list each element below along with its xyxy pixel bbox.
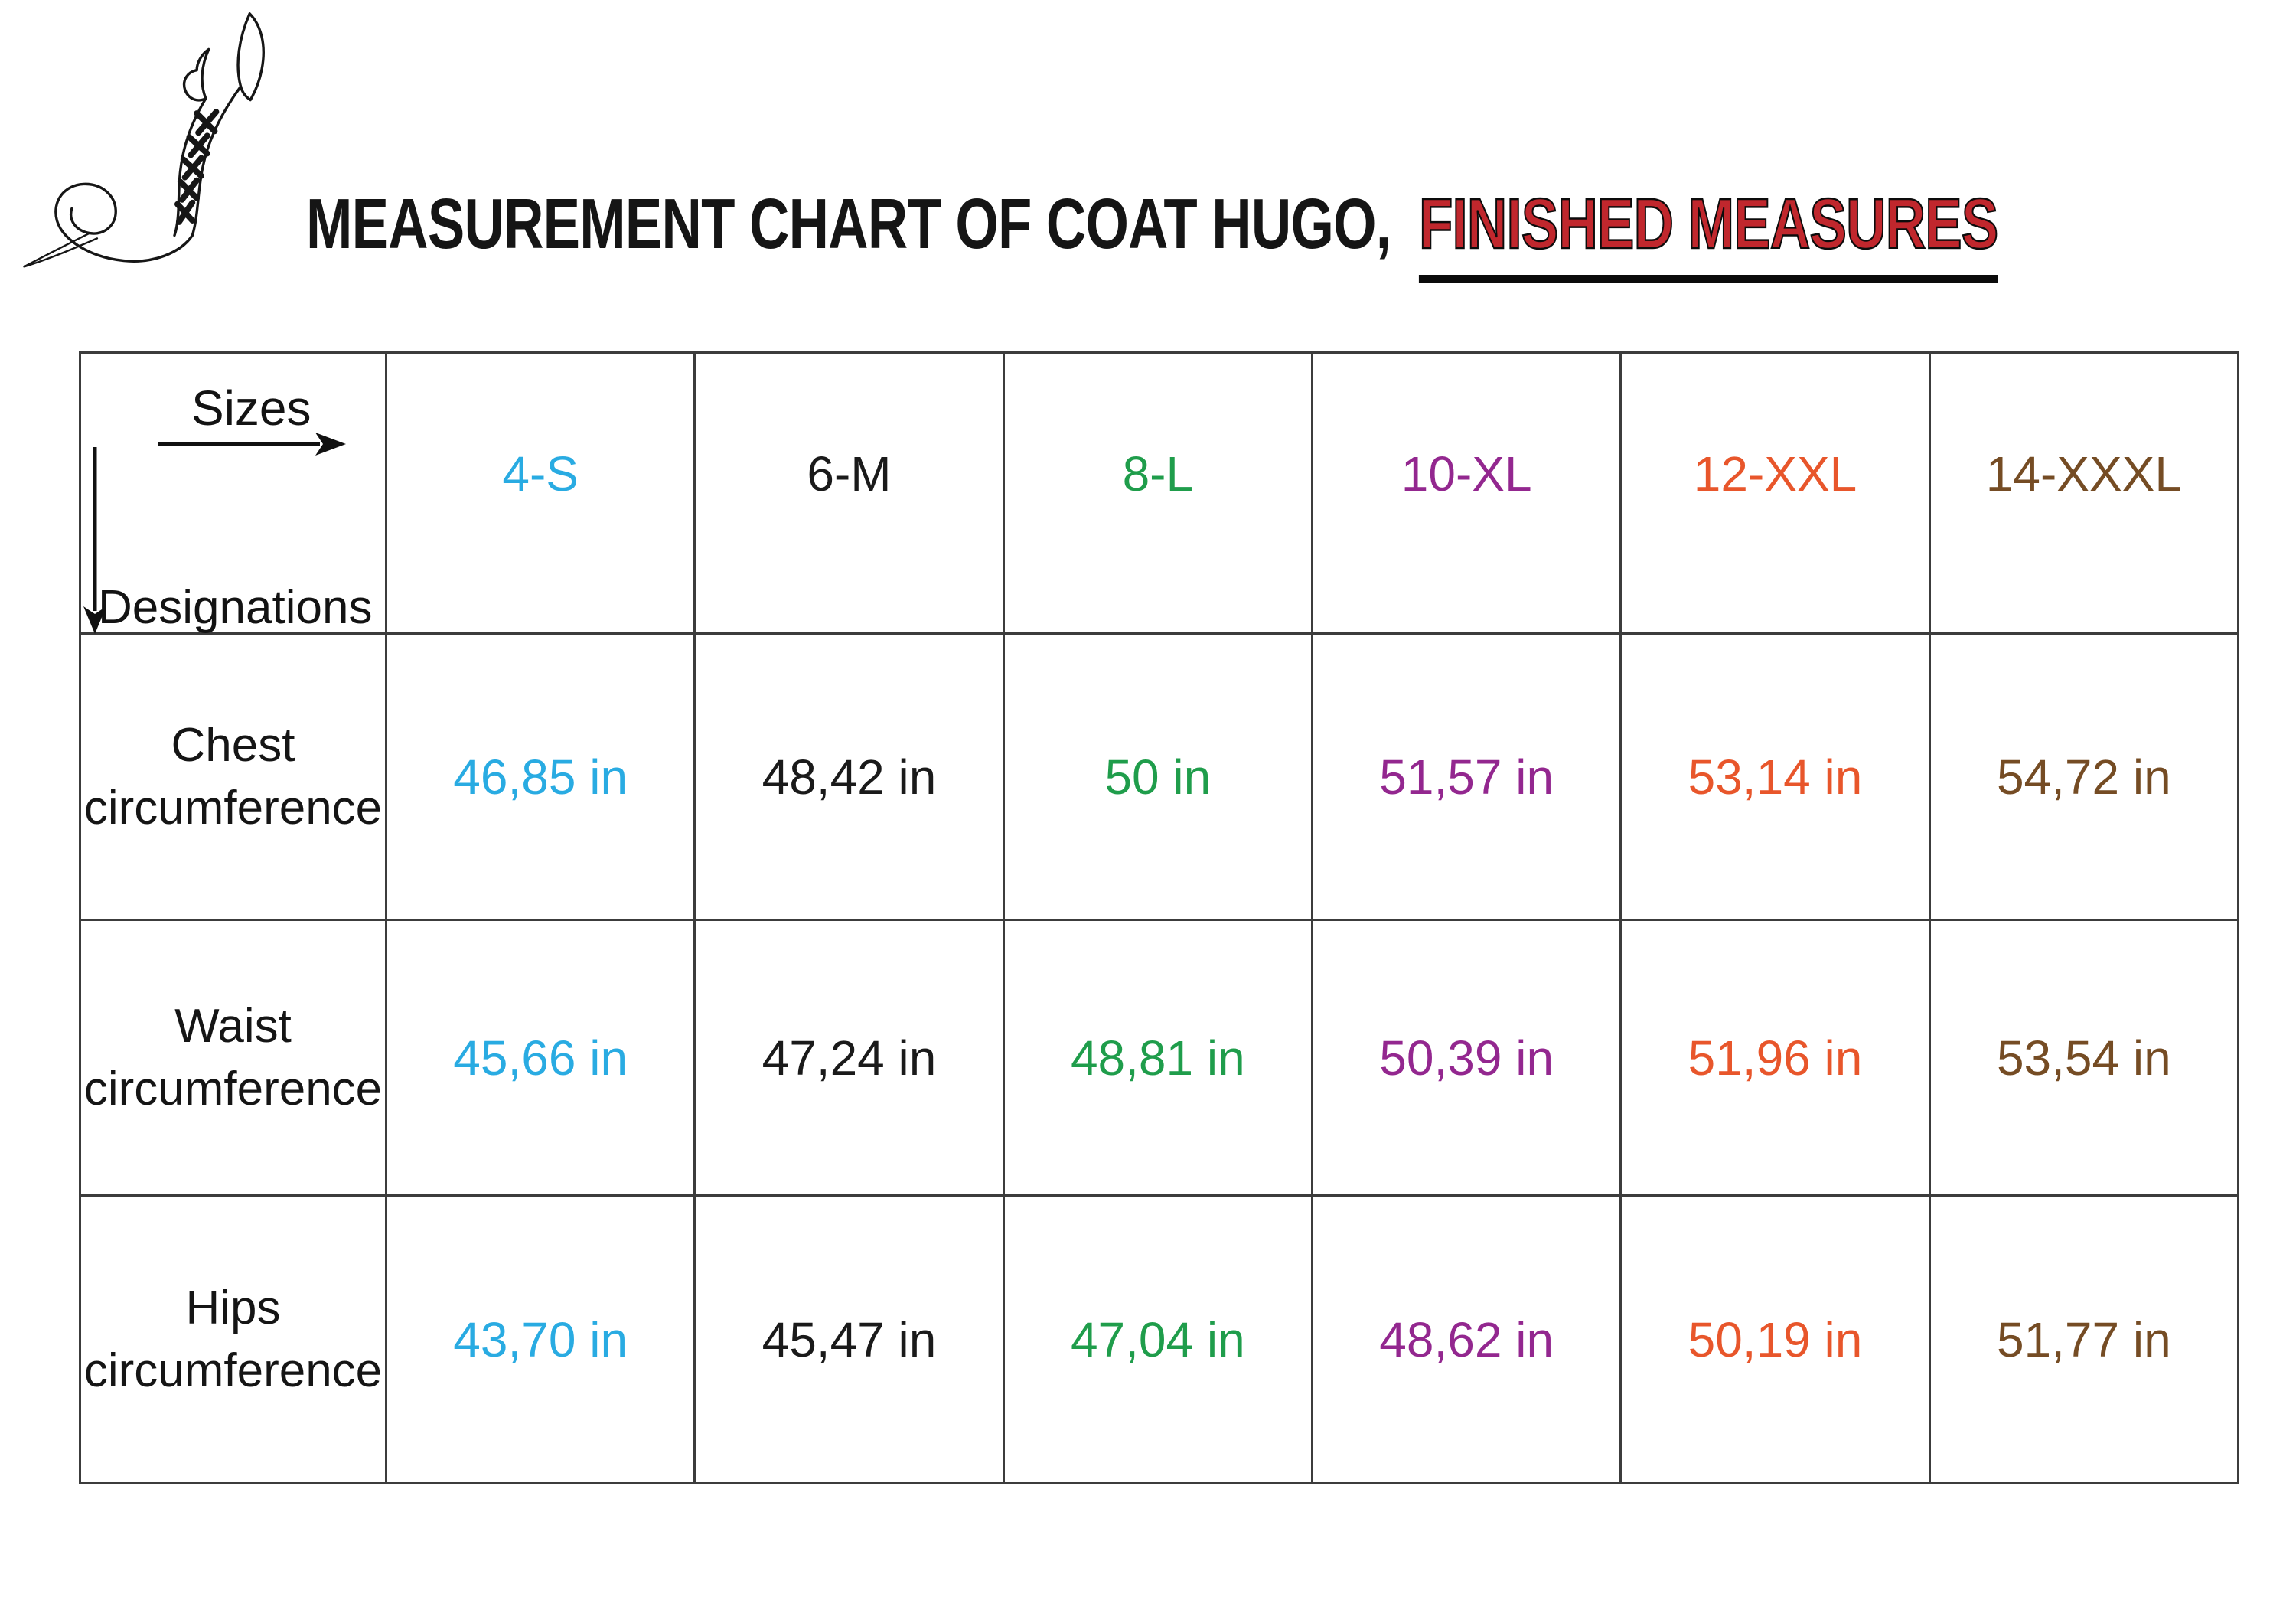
size-header-12-xxl: 12-XXL (1622, 354, 1931, 635)
thread-needle-logo-icon (23, 12, 265, 268)
cell-chest-4-s: 46,85 in (387, 635, 696, 921)
designations-axis-label: Designations (98, 581, 373, 634)
corner-cell: Sizes Designations (81, 354, 387, 635)
sizes-right-arrow-icon (158, 433, 346, 456)
cell-hips-10-xl: 48,62 in (1313, 1197, 1623, 1484)
cell-waist-6-m: 47,24 in (696, 921, 1005, 1197)
size-header-14-xxxl: 14-XXXL (1930, 354, 2239, 635)
row-label-line1: Hips (185, 1281, 281, 1334)
cell-chest-10-xl: 51,57 in (1313, 635, 1623, 921)
row-label-line1: Waist (174, 999, 292, 1053)
size-header-6-m: 6-M (696, 354, 1005, 635)
cell-chest-8-l: 50 in (1004, 635, 1313, 921)
cell-waist-10-xl: 50,39 in (1313, 921, 1623, 1197)
size-header-10-xl: 10-XL (1313, 354, 1623, 635)
size-header-8-l: 8-L (1004, 354, 1313, 635)
size-header-4-s: 4-S (387, 354, 696, 635)
cell-waist-4-s: 45,66 in (387, 921, 696, 1197)
row-label-line2: circumference (83, 781, 383, 834)
designations-down-arrow-icon (83, 447, 106, 634)
cell-waist-12-xxl: 51,96 in (1622, 921, 1931, 1197)
row-label-hips-circumference: Hips circumference (81, 1197, 387, 1484)
cell-waist-8-l: 48,81 in (1004, 921, 1313, 1197)
cell-chest-14-xxxl: 54,72 in (1930, 635, 2239, 921)
cell-hips-8-l: 47,04 in (1004, 1197, 1313, 1484)
row-label-line2: circumference (83, 1344, 383, 1397)
cell-chest-6-m: 48,42 in (696, 635, 1005, 921)
row-label-line1: Chest (171, 718, 295, 772)
row-label-waist-circumference: Waist circumference (81, 921, 387, 1197)
cell-hips-12-xxl: 50,19 in (1622, 1197, 1931, 1484)
row-label-line2: circumference (83, 1062, 383, 1115)
cell-hips-14-xxxl: 51,77 in (1930, 1197, 2239, 1484)
title-main-text: MEASUREMENT CHART OF COAT HUGO, (306, 184, 1391, 263)
row-label-chest-circumference: Chest circumference (81, 635, 387, 921)
page-title: MEASUREMENT CHART OF COAT HUGO, FINISHED… (306, 187, 1999, 283)
cell-hips-6-m: 45,47 in (696, 1197, 1005, 1484)
cell-chest-12-xxl: 53,14 in (1622, 635, 1931, 921)
title-highlight-text: FINISHED MEASURES (1418, 187, 1999, 283)
cell-hips-4-s: 43,70 in (387, 1197, 696, 1484)
cell-waist-14-xxxl: 53,54 in (1930, 921, 2239, 1197)
measurement-table: Sizes Designations 4-S 6-M 8-L 10-XL 12-… (79, 351, 2239, 1484)
sizes-axis-label: Sizes (191, 380, 311, 436)
